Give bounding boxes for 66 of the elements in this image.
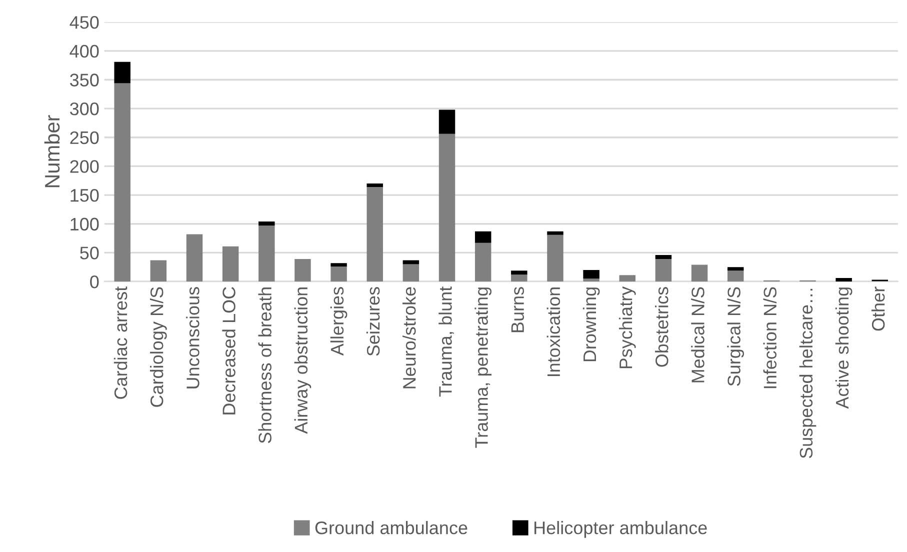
- x-tick-label: Obstetrics: [655, 287, 668, 367]
- bar: [727, 267, 744, 271]
- bar: [547, 231, 564, 235]
- bar: [150, 260, 167, 282]
- y-tick-label: 50: [80, 246, 99, 260]
- x-tick-label: Cardiology N/S: [150, 287, 167, 407]
- y-tick-label: 200: [70, 160, 99, 173]
- bar: [186, 234, 203, 282]
- bar: [583, 278, 600, 282]
- bar: [474, 242, 492, 282]
- x-tick-label: Decreased LOC: [222, 287, 236, 414]
- bar: [330, 266, 347, 282]
- bar: [114, 62, 130, 84]
- x-tick-label: Surgical N/S: [727, 287, 744, 386]
- y-tick-label: 150: [70, 188, 99, 202]
- bar: [438, 134, 456, 282]
- x-tick-label: Psychiatry: [618, 286, 636, 368]
- bar: [474, 231, 492, 243]
- bar: [836, 278, 852, 282]
- legend-label: Helicopter ambulance: [534, 520, 707, 538]
- bar: [619, 275, 636, 282]
- y-tick-label: 400: [70, 44, 99, 58]
- y-tick-label: 0: [90, 275, 99, 288]
- x-tick-label: Burns: [511, 287, 524, 332]
- x-tick-label: Airway obstruction: [294, 288, 312, 434]
- bar: [402, 264, 420, 282]
- bar: [691, 264, 708, 282]
- bar: [402, 260, 420, 264]
- bar: [222, 246, 239, 282]
- y-tick-label: 450: [70, 16, 99, 29]
- x-tick-label: Trauma, penetrating: [474, 288, 492, 448]
- x-tick-label: Allergies: [330, 287, 348, 356]
- x-tick-label: Cardiac arrest: [114, 286, 128, 399]
- bar: [294, 259, 311, 282]
- bar: [655, 255, 672, 260]
- bar: [258, 222, 275, 226]
- bar: [330, 263, 347, 267]
- x-tick-label: Other: [871, 286, 885, 331]
- bar: [655, 259, 672, 282]
- x-tick-label: Drowning: [582, 288, 600, 362]
- x-tick-label: Active shooting: [835, 288, 852, 409]
- bar: [114, 83, 130, 282]
- y-tick-label: 100: [70, 218, 99, 231]
- x-tick-label: Unconscious: [186, 287, 200, 388]
- x-tick-label: Shortness of breath: [258, 288, 272, 444]
- bar: [438, 110, 456, 134]
- bar: [258, 226, 275, 282]
- x-tick-label: Trauma, blunt: [438, 286, 454, 397]
- bar: [583, 270, 600, 279]
- legend-label: Ground ambulance: [315, 520, 468, 534]
- bar: [727, 270, 744, 282]
- x-tick-label: Neuro/stroke: [402, 287, 416, 388]
- bar: [547, 234, 564, 282]
- y-axis-title: Number: [44, 115, 60, 188]
- bar: [366, 186, 383, 282]
- bar: [511, 274, 528, 282]
- bar: [366, 184, 383, 187]
- x-tick-label: Infection N/S: [763, 287, 777, 388]
- x-tick-label: Seizures: [366, 287, 380, 356]
- x-tick-label: Medical N/S: [691, 287, 704, 382]
- y-tick-label: 300: [70, 102, 99, 116]
- x-tick-label: Suspected heltcare…: [799, 288, 816, 458]
- bar: [511, 270, 528, 275]
- y-tick-label: 250: [70, 131, 99, 144]
- x-tick-label: Intoxication: [546, 288, 560, 376]
- y-tick-label: 350: [70, 74, 99, 86]
